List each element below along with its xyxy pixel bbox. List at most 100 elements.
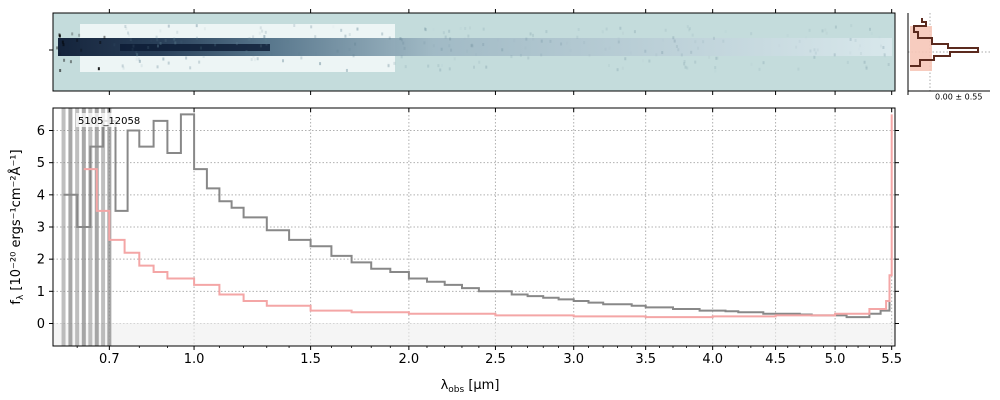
strip-noise-pixel — [58, 34, 61, 38]
strip-noise-pixel — [604, 47, 607, 51]
strip-noise-pixel — [884, 54, 887, 58]
strip-noise-pixel — [252, 54, 255, 58]
spectrum-2d-panel — [49, 9, 896, 95]
strip-noise-pixel — [519, 54, 522, 58]
strip-noise-pixel — [691, 33, 694, 37]
strip-noise-pixel — [427, 64, 430, 68]
strip-noise-pixel — [448, 67, 451, 71]
strip-noise-pixel — [834, 25, 837, 29]
strip-noise-pixel — [532, 37, 535, 41]
strip-noise-pixel — [798, 39, 801, 43]
strip-noise-pixel — [135, 51, 138, 55]
strip-noise-pixel — [252, 35, 255, 39]
strip-noise-pixel — [250, 58, 253, 62]
strip-noise-pixel — [865, 66, 868, 70]
strip-noise-pixel — [132, 44, 135, 48]
strip-noise-pixel — [164, 38, 167, 42]
strip-noise-pixel — [813, 55, 816, 59]
strip-noise-pixel — [122, 66, 125, 70]
strip-noise-pixel — [588, 54, 591, 58]
strip-noise-pixel — [258, 31, 261, 35]
strip-noise-pixel — [865, 65, 868, 69]
strip-noise-pixel — [189, 66, 192, 70]
strip-noise-pixel — [482, 27, 485, 31]
strip-noise-pixel — [619, 26, 622, 30]
strip-noise-pixel — [352, 54, 355, 58]
strip-noise-pixel — [683, 59, 686, 63]
strip-noise-pixel — [243, 42, 245, 45]
strip-noise-pixel — [540, 53, 543, 57]
strip-noise-pixel — [99, 40, 102, 44]
strip-noise-pixel — [854, 38, 857, 42]
strip-noise-pixel — [672, 36, 675, 40]
x-tick-label: 4.0 — [702, 352, 723, 367]
strip-noise-pixel — [750, 32, 753, 36]
noise-bar — [68, 108, 73, 346]
strip-noise-pixel — [256, 57, 259, 61]
x-tick-label: 2.0 — [399, 352, 420, 367]
strip-noise-pixel — [725, 30, 727, 33]
strip-noise-pixel — [348, 33, 351, 37]
strip-noise-pixel — [444, 35, 447, 39]
strip-noise-pixel — [758, 67, 761, 71]
strip-noise-pixel — [129, 38, 132, 42]
strip-noise-pixel — [71, 32, 74, 36]
strip-noise-pixel — [686, 25, 689, 29]
y-tick-label: 6 — [37, 124, 45, 139]
strip-noise-pixel — [808, 28, 811, 32]
profile-panel: 0.00 ± 0.55 — [907, 13, 990, 102]
strip-noise-pixel — [400, 55, 403, 59]
x-tick-label: 1.0 — [184, 352, 205, 367]
strip-noise-pixel — [778, 44, 780, 47]
strip-noise-pixel — [286, 40, 289, 44]
strip-noise-pixel — [708, 55, 711, 59]
strip-noise-pixel — [471, 44, 474, 48]
strip-noise-pixel — [583, 41, 586, 45]
x-axis-label: λobs [μm] — [441, 378, 500, 395]
strip-noise-pixel — [315, 52, 317, 55]
series — [63, 113, 893, 319]
strip-noise-pixel — [675, 44, 678, 48]
strip-noise-pixel — [345, 68, 348, 72]
strip-noise-pixel — [214, 43, 217, 47]
strip-noise-pixel — [633, 30, 636, 34]
strip-noise-pixel — [883, 53, 886, 57]
strip-noise-pixel — [402, 41, 405, 45]
strip-noise-pixel — [846, 60, 849, 64]
strip-noise-pixel — [80, 48, 83, 52]
strip-noise-pixel — [202, 55, 205, 59]
strip-noise-pixel — [167, 24, 170, 28]
strip-noise-pixel — [433, 28, 435, 31]
y-tick-label: 0 — [37, 317, 45, 332]
strip-noise-pixel — [180, 40, 183, 44]
strip-noise-pixel — [524, 46, 527, 50]
strip-noise-pixel — [264, 30, 267, 34]
spectrum-2d-ticks — [49, 9, 893, 95]
axis-ticks — [49, 108, 899, 350]
strip-noise-pixel — [388, 36, 391, 40]
strip-noise-pixel — [694, 40, 697, 44]
strip-noise-pixel — [314, 35, 317, 39]
strip-noise-pixel — [470, 44, 473, 48]
strip-noise-pixel — [440, 47, 443, 51]
strip-noise-pixel — [121, 64, 124, 68]
strip-noise-pixel — [878, 36, 880, 39]
zero-band — [53, 323, 895, 346]
strip-noise-pixel — [300, 56, 303, 60]
strip-noise-pixel — [453, 57, 456, 61]
strip-noise-pixel — [683, 62, 686, 66]
strip-noise-pixel — [247, 37, 250, 41]
x-tick-labels: 0.7 1.0 1.5 2.0 2.5 3.0 3.5 4.0 4.5 5.0 5.5 — [99, 352, 902, 367]
strip-noise-pixel — [577, 27, 580, 31]
strip-noise-pixel — [686, 66, 689, 70]
strip-noise-pixel — [56, 46, 59, 50]
x-tick-label: 1.5 — [300, 352, 321, 367]
strip-noise-pixel — [198, 60, 201, 64]
strip-noise-pixel — [404, 65, 407, 69]
spectrum-2d-frame — [52, 12, 896, 92]
strip-noise-pixel — [113, 43, 116, 47]
strip-noise-pixel — [259, 44, 262, 48]
strip-noise-pixel — [448, 29, 451, 33]
strip-noise-pixel — [715, 56, 718, 60]
strip-noise-pixel — [403, 46, 406, 50]
